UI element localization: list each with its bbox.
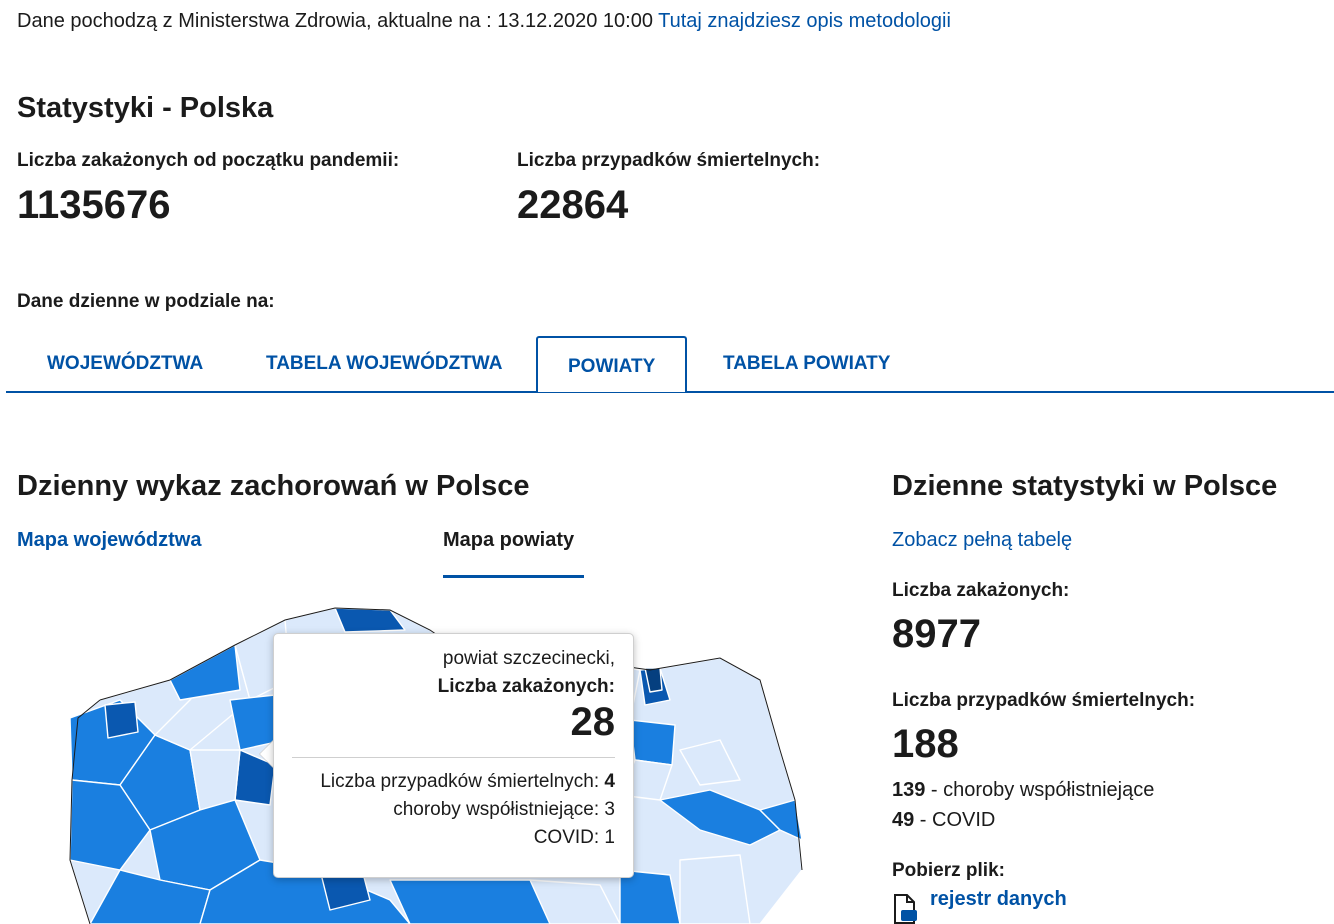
county-region[interactable]: [644, 667, 663, 693]
tooltip-deaths-label: Liczba przypadków śmiertelnych:: [320, 771, 605, 792]
file-download-icon[interactable]: [892, 894, 918, 924]
map-border: [69, 699, 101, 924]
tooltip-comorbid-value: 3: [604, 799, 615, 820]
tooltip-infected-value: 28: [570, 700, 616, 744]
total-infected-value: 1135676: [17, 183, 171, 227]
total-deaths-label: Liczba przypadków śmiertelnych:: [517, 150, 821, 171]
tooltip-deaths-line: Liczba przypadków śmiertelnych: 4: [292, 768, 615, 796]
daily-infected-label: Liczba zakażonych:: [892, 580, 1070, 601]
tooltip-comorbid-label: choroby współistniejące:: [393, 799, 605, 820]
daily-breakdown-label: Dane dzienne w podziale na:: [17, 291, 275, 312]
voivodeship-map-tab[interactable]: Mapa województwa: [17, 529, 202, 551]
methodology-link[interactable]: Tutaj znajdziesz opis metodologii: [658, 10, 951, 32]
daily-comorbid-line: 139 - choroby współistniejące: [892, 779, 1154, 802]
tab-voivodeships[interactable]: WOJEWÓDZTWA: [47, 353, 204, 374]
tooltip-comorbid-line: choroby współistniejące: 3: [292, 796, 615, 824]
daily-covid-value: 49: [892, 809, 915, 831]
county-region[interactable]: [679, 854, 751, 924]
county-region[interactable]: [629, 719, 676, 766]
county-region[interactable]: [679, 739, 741, 786]
active-subtab-indicator: [443, 575, 584, 578]
tab-counties-table[interactable]: TABELA POWIATY: [723, 353, 891, 374]
tooltip-covid-line: COVID: 1: [292, 824, 615, 852]
map-section-title: Dzienny wykaz zachorowań w Polsce: [17, 470, 530, 502]
download-label: Pobierz plik:: [892, 860, 1005, 881]
data-source-note: Dane pochodzą z Ministerstwa Zdrowia, ak…: [17, 10, 951, 33]
county-region[interactable]: [759, 799, 803, 841]
tab-voivodeships-table[interactable]: TABELA WOJEWÓDZTWA: [266, 353, 503, 374]
daily-deaths-label: Liczba przypadków śmiertelnych:: [892, 690, 1196, 711]
total-deaths-value: 22864: [517, 183, 629, 227]
county-tooltip: powiat szczecinecki, Liczba zakażonych: …: [273, 633, 634, 878]
source-text: Dane pochodzą z Ministerstwa Zdrowia, ak…: [17, 10, 659, 32]
tooltip-divider: [292, 757, 615, 758]
county-map-tab[interactable]: Mapa powiaty: [443, 529, 575, 551]
daily-covid-label: - COVID: [914, 809, 996, 831]
tab-bar: WOJEWÓDZTWA TABELA WOJEWÓDZTWA POWIATY T…: [6, 336, 1334, 393]
county-region[interactable]: [104, 701, 139, 739]
county-region[interactable]: [619, 869, 681, 924]
daily-infected-value: 8977: [892, 612, 981, 656]
total-infected-label: Liczba zakażonych od początku pandemii:: [17, 150, 400, 171]
data-register-link[interactable]: rejestr danych: [930, 888, 1067, 910]
daily-stats-title: Dzienne statystyki w Polsce: [892, 470, 1278, 502]
page-title: Statystyki - Polska: [17, 92, 274, 124]
tooltip-covid-label: COVID:: [533, 827, 605, 848]
daily-deaths-value: 188: [892, 722, 959, 766]
tooltip-deaths-value: 4: [604, 771, 615, 792]
tooltip-covid-value: 1: [604, 827, 615, 848]
daily-covid-line: 49 - COVID: [892, 809, 995, 832]
tooltip-infected-label: Liczba zakażonych:: [437, 676, 615, 697]
full-table-link[interactable]: Zobacz pełną tabelę: [892, 529, 1073, 551]
tooltip-county-name: powiat szczecinecki,: [442, 648, 615, 669]
tab-counties[interactable]: POWIATY: [536, 336, 688, 392]
county-region[interactable]: [529, 879, 621, 924]
county-region[interactable]: [169, 644, 241, 701]
tooltip-arrow: [260, 740, 274, 768]
daily-comorbid-value: 139: [892, 779, 926, 801]
daily-comorbid-label: - choroby współistniejące: [925, 779, 1155, 801]
